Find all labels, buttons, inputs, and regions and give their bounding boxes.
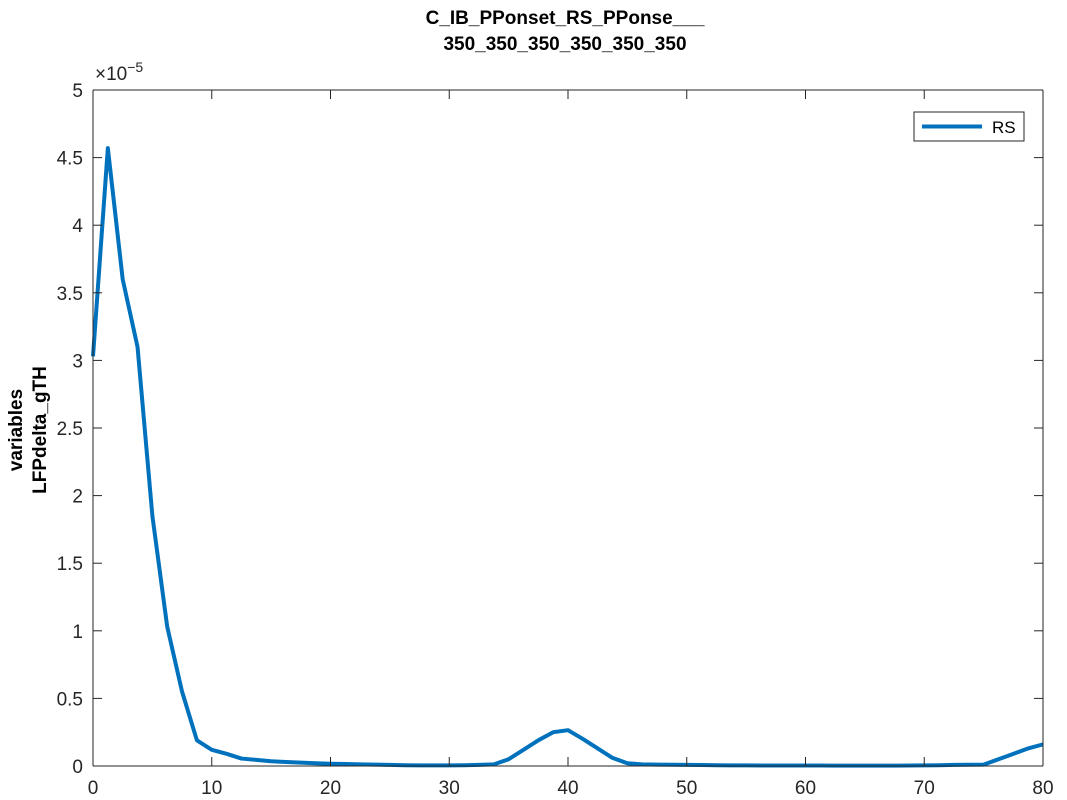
- chart-title-line-1: C_IB_PPonset_RS_PPonse___: [426, 8, 705, 29]
- y-tick-label: 3: [72, 351, 83, 372]
- y-tick-label: 2: [72, 487, 83, 508]
- y-tick-label: 0.5: [57, 689, 83, 710]
- y-tick-label: 2.5: [57, 419, 83, 440]
- x-tick-label: 70: [914, 778, 935, 799]
- x-tick-label: 50: [676, 778, 697, 799]
- x-tick-label: 40: [557, 778, 578, 799]
- y-tick-label: 4.5: [57, 149, 83, 170]
- chart-title-line-2: 350_350_350_350_350_350: [443, 34, 686, 55]
- x-tick-label: 30: [439, 778, 460, 799]
- x-tick-label: 20: [320, 778, 341, 799]
- x-tick-label: 80: [1032, 778, 1053, 799]
- y-axis-label-line-1: variables: [6, 389, 27, 471]
- y-tick-label: 4: [72, 216, 83, 237]
- legend-label-rs: RS: [992, 118, 1016, 137]
- legend: RS: [913, 111, 1025, 142]
- y-tick-label: 1.5: [57, 554, 83, 575]
- y-tick-label: 5: [72, 81, 83, 102]
- plot-area: [91, 146, 1044, 768]
- y-exponent-power: −5: [127, 59, 143, 75]
- series-line-rs: [91, 146, 1044, 768]
- y-tick-label: 3.5: [57, 284, 83, 305]
- y-tick-label: 0: [72, 757, 83, 778]
- axes: 0 10 20 30 40 50 60 70 80 0 0.5 1 1.5 2 2.5 3 3.5 4 4.5 5: [57, 81, 1054, 799]
- y-tick-label: 1: [72, 622, 83, 643]
- y-exponent-base: ×10: [95, 64, 127, 85]
- x-tick-label: 60: [795, 778, 816, 799]
- x-tick-label: 10: [201, 778, 222, 799]
- y-exponent-label: ×10−5: [95, 59, 143, 85]
- y-axis-label-line-2: LFPdelta_gTH: [30, 366, 51, 494]
- x-tick-label: 0: [88, 778, 99, 799]
